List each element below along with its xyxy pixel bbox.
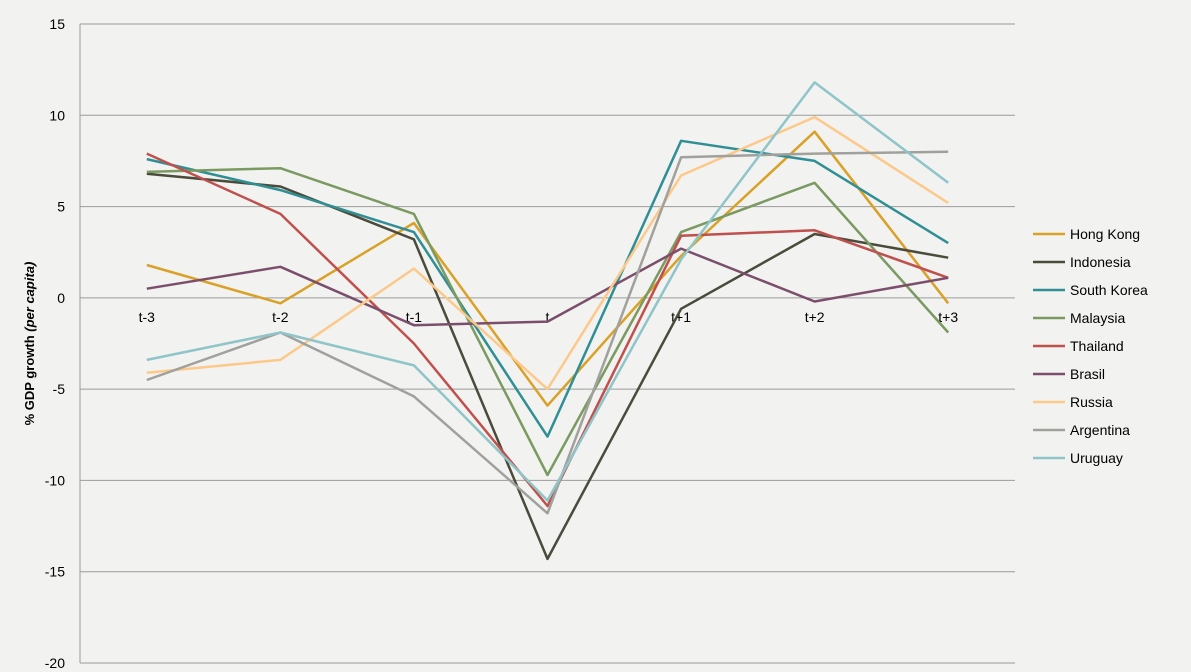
y-tick-label: 15 — [49, 16, 65, 32]
x-tick-label: t-2 — [272, 309, 289, 325]
y-tick-label: -5 — [53, 381, 66, 397]
legend-label: South Korea — [1070, 282, 1148, 298]
y-axis-label-main: % GDP growth — [22, 332, 37, 426]
series-line-russia — [146, 115, 949, 391]
y-tick-label: 0 — [57, 290, 65, 306]
y-axis-label: % GDP growth (per capita) — [22, 262, 37, 426]
legend-item: Russia — [1033, 394, 1113, 410]
x-axis-ticks: t-3 t-2 t-1 t t+1 t+2 t+3 — [139, 309, 959, 325]
legend-item: Indonesia — [1033, 254, 1131, 270]
gridlines — [80, 23, 1015, 664]
x-tick-label: t+3 — [938, 309, 958, 325]
legend-item: Argentina — [1033, 422, 1130, 438]
y-axis-label-italic: (per capita) — [22, 262, 37, 332]
series-line-thailand — [146, 152, 949, 508]
legend: Hong Kong Indonesia South Korea Malaysia Tha… — [1033, 226, 1148, 466]
legend-label: Malaysia — [1070, 310, 1125, 326]
legend-item: Uruguay — [1033, 450, 1123, 466]
x-tick-label: t — [546, 309, 550, 325]
series-line-argentina — [146, 150, 949, 515]
x-tick-label: t-3 — [139, 309, 156, 325]
legend-item: South Korea — [1033, 282, 1148, 298]
legend-label: Hong Kong — [1070, 226, 1140, 242]
legend-item: Hong Kong — [1033, 226, 1140, 242]
legend-label: Argentina — [1070, 422, 1130, 438]
y-axis-ticks: -20 -15 -10 -5 0 5 10 15 — [45, 16, 65, 671]
y-tick-label: -10 — [45, 472, 65, 488]
series-line-indonesia — [146, 172, 949, 561]
legend-label: Brasil — [1070, 366, 1105, 382]
y-tick-label: 10 — [49, 107, 65, 123]
series-line-malaysia — [146, 166, 950, 477]
x-tick-label: t-1 — [406, 309, 423, 325]
series-line-hong-kong — [146, 130, 950, 407]
x-tick-label: t+1 — [671, 309, 691, 325]
y-tick-label: 5 — [57, 199, 65, 215]
series-line-uruguay — [146, 81, 949, 502]
legend-label: Russia — [1070, 394, 1113, 410]
legend-item: Thailand — [1033, 338, 1124, 354]
series-lines — [146, 81, 950, 561]
legend-label: Uruguay — [1070, 450, 1123, 466]
legend-label: Thailand — [1070, 338, 1124, 354]
x-tick-label: t+2 — [805, 309, 825, 325]
legend-item: Brasil — [1033, 366, 1105, 382]
y-tick-label: -15 — [45, 564, 65, 580]
legend-label: Indonesia — [1070, 254, 1131, 270]
legend-item: Malaysia — [1033, 310, 1125, 326]
series-line-south-korea — [146, 139, 949, 438]
y-tick-label: -20 — [45, 655, 65, 671]
series-line-brasil — [146, 247, 949, 327]
